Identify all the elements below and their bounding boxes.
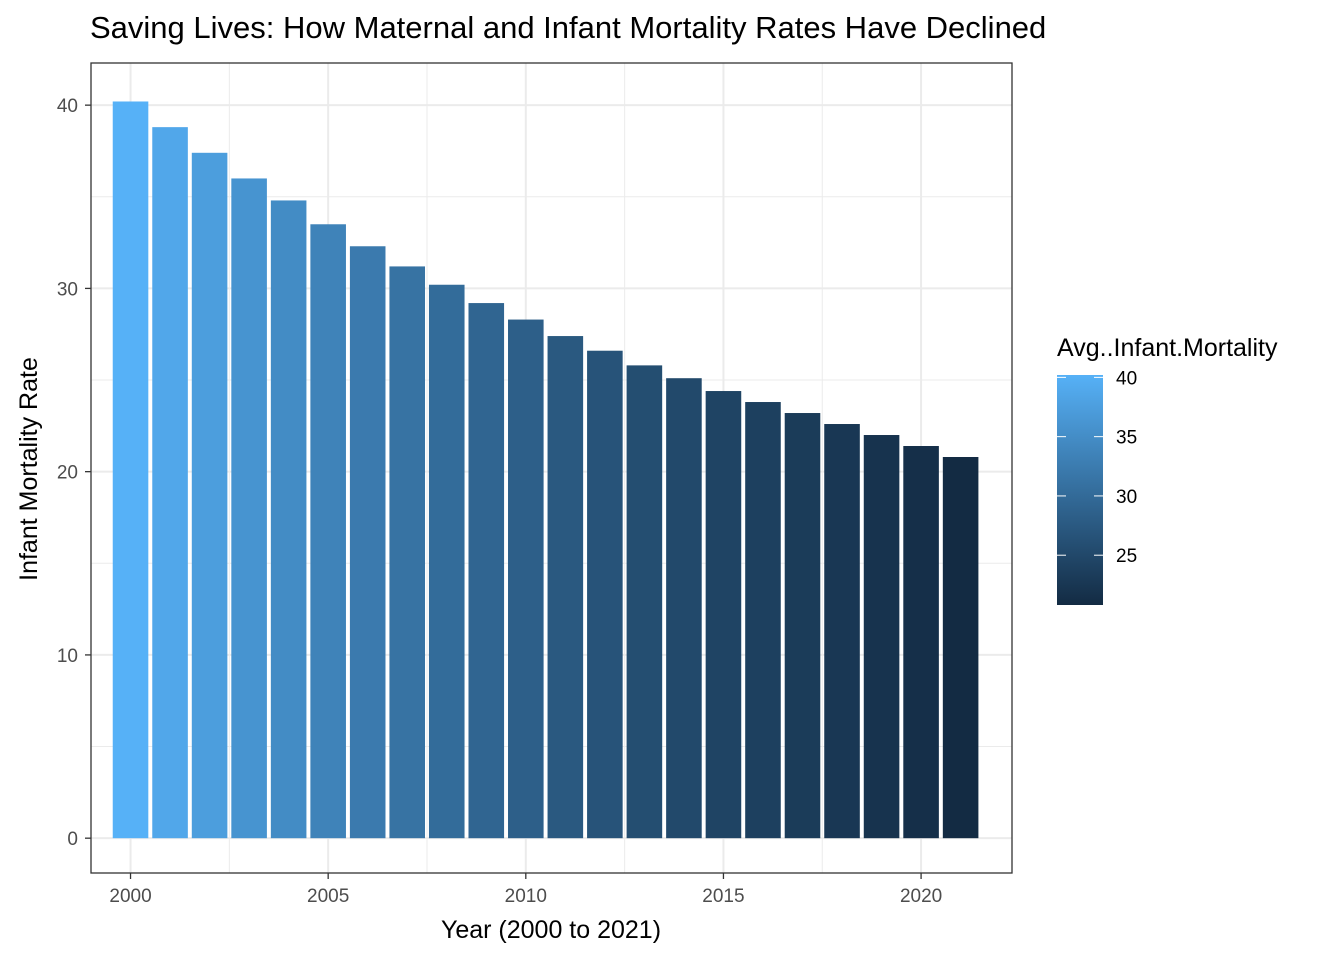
- bar-2002: [191, 152, 228, 839]
- bar-2007: [389, 266, 426, 839]
- y-tick-label: 30: [57, 279, 78, 300]
- x-tick-label: 2000: [109, 886, 151, 907]
- bar-2017: [784, 413, 821, 839]
- bar-2008: [428, 284, 465, 839]
- color-legend: Avg..Infant.Mortality 40 35 30 25: [1057, 334, 1278, 605]
- bar-2012: [587, 350, 623, 839]
- y-tick-label: 40: [57, 96, 78, 117]
- bar-2014: [666, 378, 702, 839]
- x-tick-label: 2015: [702, 886, 744, 907]
- x-axis-title: Year (2000 to 2021): [441, 916, 661, 944]
- legend-ticks: 40 35 30 25: [1057, 368, 1137, 567]
- bar-2006: [349, 246, 386, 839]
- bar-2019: [863, 435, 900, 839]
- x-tick-label: 2005: [307, 886, 349, 907]
- bar-2021: [942, 457, 979, 839]
- legend-label: 35: [1116, 428, 1137, 449]
- bar-2005: [310, 224, 346, 839]
- bar-2011: [547, 336, 584, 839]
- chart-title: Saving Lives: How Maternal and Infant Mo…: [90, 10, 1047, 45]
- legend-label: 40: [1116, 368, 1137, 389]
- panel-border: [90, 62, 1013, 874]
- bar-2018: [824, 424, 860, 839]
- legend-colorbar: [1057, 375, 1103, 605]
- legend-label: 25: [1116, 546, 1137, 567]
- bar-2009: [468, 303, 505, 839]
- y-tick-label: 10: [57, 646, 78, 667]
- y-tick-label: 20: [57, 463, 78, 484]
- bar-2013: [626, 365, 663, 839]
- bar-2001: [152, 127, 188, 839]
- bar-2004: [270, 200, 307, 839]
- y-tick-label: 0: [67, 829, 78, 850]
- x-tick-label: 2010: [505, 886, 547, 907]
- bar-2003: [231, 178, 267, 839]
- bar-2010: [508, 319, 544, 839]
- bar-2016: [745, 402, 781, 839]
- bar-2000: [112, 101, 149, 839]
- plot-panel: [90, 62, 1013, 874]
- y-axis-title: Infant Mortality Rate: [15, 357, 43, 581]
- x-tick-label: 2020: [900, 886, 942, 907]
- bar-2020: [903, 446, 939, 839]
- legend-label: 30: [1116, 487, 1137, 508]
- bar-2015: [705, 391, 742, 839]
- x-axis: 2000 2005 2010 2015 2020: [109, 873, 942, 907]
- y-axis: 0 10 20 30 40: [57, 96, 91, 850]
- legend-title: Avg..Infant.Mortality: [1057, 334, 1278, 362]
